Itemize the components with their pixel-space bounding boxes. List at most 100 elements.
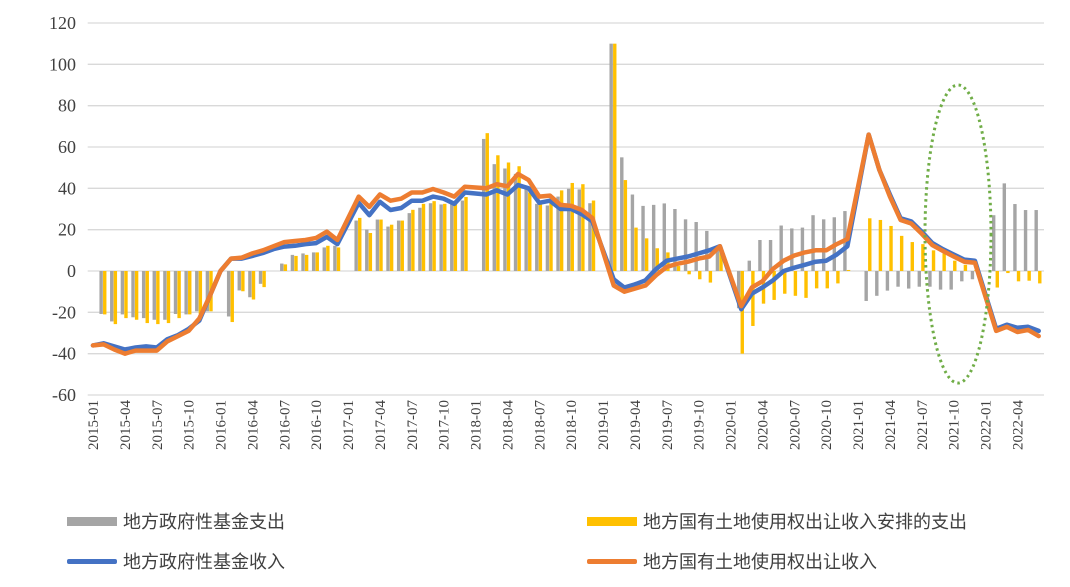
bar (1038, 271, 1042, 284)
bar (683, 219, 688, 271)
x-tick-label: 2016-10 (309, 400, 325, 450)
bar (131, 271, 135, 318)
bar (634, 227, 638, 271)
bar (821, 219, 826, 271)
bar (644, 238, 649, 271)
bar (517, 166, 521, 271)
bar (322, 247, 326, 271)
bar (184, 271, 188, 315)
bar (396, 220, 401, 271)
bar (715, 246, 720, 271)
bar (188, 271, 192, 315)
bar (503, 168, 507, 271)
highlight-ellipse (923, 83, 993, 385)
bar (673, 209, 677, 271)
x-tick-label: 2021-07 (915, 400, 931, 450)
bar (960, 271, 964, 282)
bar (283, 264, 288, 271)
bar (938, 271, 943, 290)
bar (198, 271, 203, 314)
bar (1013, 204, 1017, 271)
bar (411, 209, 415, 271)
bar (195, 271, 199, 312)
y-tick-label: -60 (52, 385, 76, 405)
series-line (90, 132, 1041, 352)
bar (241, 271, 245, 292)
lines (90, 132, 1041, 356)
bar (591, 200, 596, 271)
x-tick-label: 2016-01 (214, 400, 230, 450)
bar (326, 245, 330, 271)
legend-item-gov-fund-expenditure: 地方政府性基金支出 (67, 508, 285, 534)
bar (698, 271, 702, 280)
bar (226, 271, 231, 317)
bar (570, 182, 574, 271)
bar (556, 196, 560, 271)
bar (485, 133, 489, 271)
legend-label: 地方国有土地使用权出让收入安排的支出 (643, 512, 967, 532)
legend-label: 地方政府性基金支出 (123, 512, 285, 532)
bar (825, 271, 829, 289)
bar (613, 43, 617, 271)
bar (262, 271, 266, 288)
bar (740, 271, 744, 354)
x-tick-label: 2021-01 (851, 400, 867, 450)
x-tick-label: 2017-07 (405, 400, 421, 450)
bar (779, 225, 783, 271)
bar (407, 213, 411, 271)
bar (953, 260, 957, 271)
bar (333, 245, 337, 271)
bar (535, 203, 539, 271)
x-tick-label: 2022-04 (1010, 400, 1026, 450)
y-tick-label: -40 (52, 344, 76, 364)
bar (758, 240, 762, 271)
bar (577, 189, 581, 271)
bar (609, 43, 613, 271)
y-tick-label: -20 (52, 302, 76, 322)
bar (120, 271, 125, 315)
legend-item-land-income: 地方国有土地使用权出让收入 (587, 548, 877, 574)
bar (811, 215, 815, 271)
bar (1016, 271, 1021, 282)
bar (970, 271, 975, 280)
bar (450, 202, 454, 271)
x-tick-label: 2020-04 (755, 400, 771, 450)
bar (793, 271, 798, 296)
bar (290, 254, 295, 271)
bar (868, 218, 872, 271)
bar (400, 220, 404, 271)
x-tick-label: 2017-04 (373, 400, 389, 450)
bar (566, 188, 571, 271)
x-tick-label: 2020-01 (724, 400, 740, 450)
bar (889, 225, 893, 271)
bar (145, 271, 149, 324)
x-tick-label: 2022-01 (979, 400, 995, 450)
bar (166, 271, 171, 324)
bar (545, 205, 550, 271)
bar (538, 200, 543, 271)
bar (124, 271, 128, 319)
bar (280, 263, 284, 271)
bar (1002, 183, 1007, 271)
x-tick-label: 2021-04 (883, 400, 899, 450)
legend-item-gov-fund-income: 地方政府性基金收入 (67, 548, 285, 574)
bar (708, 271, 713, 283)
bar (885, 271, 890, 291)
bar (386, 226, 390, 271)
bar (301, 253, 305, 271)
bar (336, 247, 341, 271)
bar (156, 271, 160, 325)
x-tick-label: 2019-04 (628, 400, 644, 450)
bar (134, 271, 139, 320)
bar (205, 271, 210, 312)
bar (528, 192, 532, 271)
x-tick-label: 2016-04 (245, 400, 261, 450)
bar (836, 271, 840, 284)
bar (428, 203, 433, 271)
x-tick-label: 2017-01 (341, 400, 357, 450)
bar (906, 271, 911, 289)
x-tick-label: 2017-10 (437, 400, 453, 450)
bar (790, 228, 794, 271)
bar (443, 203, 447, 271)
